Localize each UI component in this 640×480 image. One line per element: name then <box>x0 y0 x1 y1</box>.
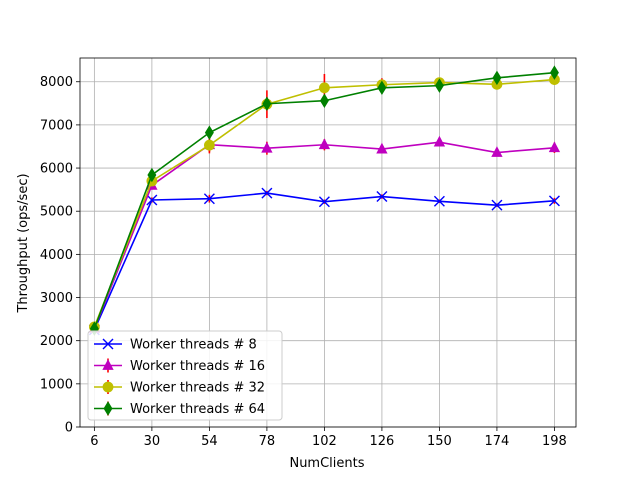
marker-stroke <box>318 196 330 208</box>
data-point <box>548 195 560 207</box>
marker-stroke <box>376 191 388 203</box>
plot-frame <box>79 57 577 428</box>
legend-box <box>87 330 283 421</box>
marker-stroke <box>548 195 560 207</box>
x-tick-label: 198 <box>542 434 567 449</box>
legend-marker <box>103 401 113 416</box>
data-point <box>492 70 502 86</box>
data-point <box>261 187 273 199</box>
marker-stroke <box>146 194 158 206</box>
legend-marker <box>102 381 114 393</box>
data-point <box>319 93 329 108</box>
x-tick-label: 150 <box>427 434 452 449</box>
data-point <box>377 80 387 96</box>
data-point <box>376 191 388 203</box>
x-tick-label: 174 <box>485 434 510 449</box>
data-point <box>548 141 561 153</box>
data-point <box>147 167 157 183</box>
y-tick-label: 6000 <box>40 162 73 177</box>
legend-label: Worker threads # 16 <box>130 359 265 374</box>
data-point <box>433 195 445 207</box>
y-tick-label: 5000 <box>40 205 73 220</box>
y-tick-label: 8000 <box>40 75 73 90</box>
legend-marker <box>102 338 114 350</box>
marker-stroke <box>261 187 273 199</box>
data-point <box>319 82 330 94</box>
x-tick-label: 102 <box>312 434 337 449</box>
data-point <box>204 125 214 140</box>
data-point <box>376 142 388 154</box>
data-point <box>318 138 331 150</box>
x-tick-label: 30 <box>144 434 161 449</box>
legend-label: Worker threads # 64 <box>130 402 265 417</box>
y-tick-label: 7000 <box>40 118 73 133</box>
marker-stroke <box>102 338 114 350</box>
y-axis-title: Throughput (ops/sec) <box>16 173 31 313</box>
marker-stroke <box>433 195 445 207</box>
marker-stroke <box>491 199 503 211</box>
data-point <box>549 65 559 80</box>
x-axis-title: NumClients <box>289 456 364 471</box>
legend-item: Worker threads # 8 <box>94 338 257 353</box>
data-point <box>203 193 215 205</box>
data-point <box>261 141 273 153</box>
y-tick-label: 0 <box>65 421 73 436</box>
legend-label: Worker threads # 8 <box>130 338 257 353</box>
legend-item: Worker threads # 64 <box>94 401 265 417</box>
data-point <box>262 96 272 112</box>
marker-stroke <box>203 193 215 205</box>
legend-item: Worker threads # 32 <box>94 380 265 396</box>
x-tick-label: 54 <box>201 434 218 449</box>
data-point <box>203 139 215 151</box>
y-tick-label: 2000 <box>40 334 73 349</box>
legend: Worker threads # 8 Worker threads # 16 Wor… <box>87 330 283 421</box>
data-point <box>433 135 446 147</box>
x-tick-label: 6 <box>90 434 98 449</box>
data-point <box>318 196 330 208</box>
series-layer <box>88 65 561 336</box>
legend-label: Worker threads # 32 <box>130 381 265 396</box>
x-tick-label: 78 <box>259 434 276 449</box>
data-point <box>146 194 158 206</box>
data-point <box>491 199 503 211</box>
y-tick-label: 3000 <box>40 291 73 306</box>
legend-item: Worker threads # 16 <box>94 358 265 374</box>
x-tick-label: 126 <box>369 434 394 449</box>
legend-marker <box>102 359 114 370</box>
y-tick-label: 1000 <box>40 377 73 392</box>
data-point <box>434 78 444 93</box>
axes: 6 30 54 78 102 126 150 174 198 0 1000 2000 3000 4000 5… <box>40 57 577 449</box>
y-tick-label: 4000 <box>40 248 73 263</box>
data-point <box>491 146 503 157</box>
